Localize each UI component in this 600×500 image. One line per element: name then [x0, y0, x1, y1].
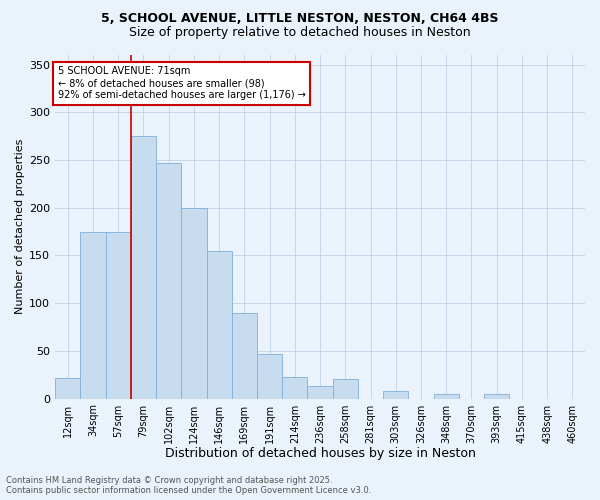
Bar	[484, 394, 509, 398]
Bar	[206, 250, 232, 398]
Bar	[332, 378, 358, 398]
Bar	[80, 232, 106, 398]
Bar	[257, 354, 282, 399]
Text: 5, SCHOOL AVENUE, LITTLE NESTON, NESTON, CH64 4BS: 5, SCHOOL AVENUE, LITTLE NESTON, NESTON,…	[101, 12, 499, 24]
Bar	[307, 386, 332, 398]
Bar	[181, 208, 206, 398]
Text: 5 SCHOOL AVENUE: 71sqm
← 8% of detached houses are smaller (98)
92% of semi-deta: 5 SCHOOL AVENUE: 71sqm ← 8% of detached …	[58, 66, 305, 100]
Bar	[55, 378, 80, 398]
Bar	[434, 394, 459, 398]
Bar	[383, 391, 409, 398]
Bar	[232, 312, 257, 398]
Bar	[131, 136, 156, 398]
Text: Contains HM Land Registry data © Crown copyright and database right 2025.
Contai: Contains HM Land Registry data © Crown c…	[6, 476, 371, 495]
Y-axis label: Number of detached properties: Number of detached properties	[15, 139, 25, 314]
Text: Size of property relative to detached houses in Neston: Size of property relative to detached ho…	[129, 26, 471, 39]
Bar	[156, 163, 181, 398]
Bar	[106, 232, 131, 398]
X-axis label: Distribution of detached houses by size in Neston: Distribution of detached houses by size …	[164, 447, 476, 460]
Bar	[282, 376, 307, 398]
